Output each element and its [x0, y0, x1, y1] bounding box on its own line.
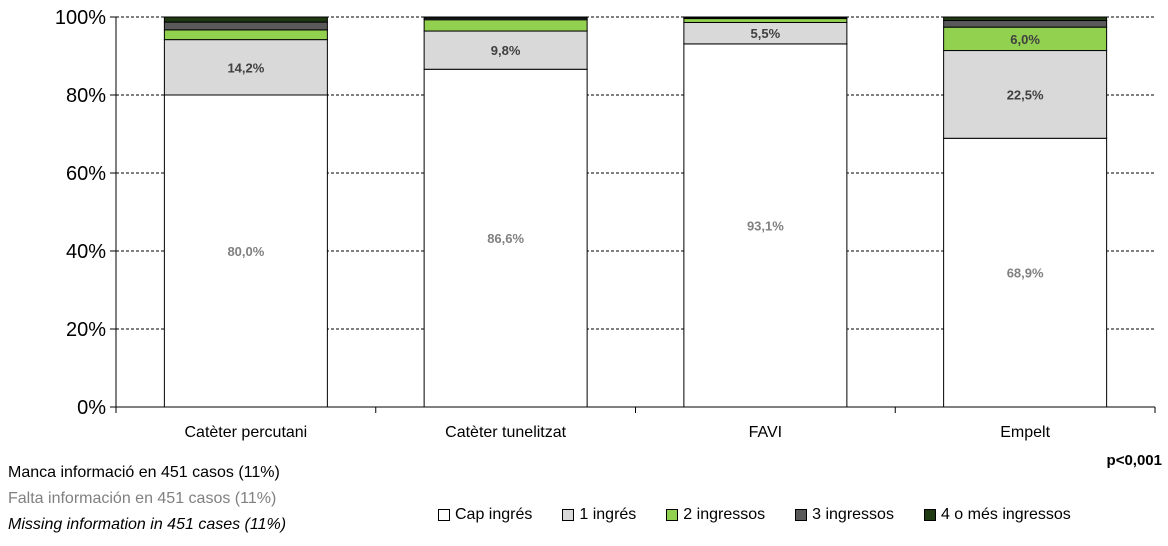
axes: 0% 20% 40% 60% 80% 100% Catèter percutani Catèt…	[55, 7, 1156, 441]
bar-segment	[943, 16, 1108, 22]
x-tick-label: Catèter percutani	[185, 424, 308, 441]
stacked-bar-chart: 80,0% 14,2% 86,6% 9,8% 93,1% 5,5% 68,9% 22,5% 6,…	[55, 7, 1156, 441]
legend-label: 1 ingrés	[579, 506, 637, 523]
legend: Cap ingrés 1 ingrés 2 ingressos 3 ingressos…	[438, 506, 1071, 524]
p-value: p<0,001	[1106, 452, 1162, 469]
legend-swatch	[438, 509, 450, 521]
bar-segment	[163, 39, 328, 96]
y-tick-label: 60%	[66, 163, 106, 185]
legend-entry: 3 ingressos	[795, 506, 894, 524]
data-label: 9,8%	[491, 43, 521, 58]
legend-swatch	[562, 509, 575, 521]
bar-segment	[423, 16, 588, 19]
legend-label: 2 ingressos	[683, 506, 766, 523]
x-tick-label: Catèter tunelitzat	[445, 424, 567, 441]
bar-segment	[423, 30, 588, 70]
bar-segment	[683, 18, 848, 23]
note-spanish: Falta información en 451 casos (11%)	[8, 490, 277, 507]
data-label: 86,6%	[487, 231, 524, 246]
bar-segment	[943, 137, 1108, 408]
legend-entry: Cap ingrés	[438, 506, 532, 524]
bar-segment	[683, 16, 848, 19]
legend-label: 3 ingressos	[812, 506, 894, 523]
data-label: 93,1%	[747, 218, 784, 233]
legend-swatch	[923, 509, 936, 521]
y-tick-label: 0%	[77, 397, 106, 419]
bar-segment	[423, 19, 588, 32]
bar-segment	[423, 68, 588, 408]
x-tick-label: FAVI	[749, 424, 783, 441]
bar-segment	[163, 21, 328, 31]
bars: 80,0% 14,2% 86,6% 9,8% 93,1% 5,5% 68,9% 22,5% 6,…	[163, 16, 1108, 408]
note-english: Missing information in 451 cases (11%)	[8, 516, 287, 533]
y-tick-label: 20%	[66, 319, 106, 341]
legend-entry: 2 ingressos	[666, 506, 765, 524]
legend-label: 4 o més ingressos	[940, 506, 1071, 523]
x-tick-label: Empelt	[1000, 424, 1050, 441]
y-tick-label: 80%	[66, 85, 106, 107]
data-label: 14,2%	[227, 60, 264, 75]
data-label: 68,9%	[1007, 266, 1044, 281]
bar-segment	[163, 94, 328, 408]
bar-segment	[163, 16, 328, 23]
legend-swatch	[795, 509, 808, 521]
data-label: 80,0%	[227, 244, 264, 259]
bar-segment	[943, 20, 1108, 28]
data-label: 5,5%	[751, 26, 781, 41]
legend-entry: 1 ingrés	[562, 506, 636, 524]
note-catalan: Manca informació en 451 casos (11%)	[8, 464, 280, 481]
data-label: 22,5%	[1007, 87, 1044, 102]
bar-segment	[163, 29, 328, 41]
legend-label: Cap ingrés	[455, 506, 533, 523]
y-tick-label: 40%	[66, 241, 106, 263]
legend-swatch	[666, 509, 679, 521]
y-tick-label: 100%	[55, 7, 106, 29]
data-label: 6,0%	[1010, 32, 1040, 47]
legend-entry: 4 o més ingressos	[923, 506, 1071, 524]
